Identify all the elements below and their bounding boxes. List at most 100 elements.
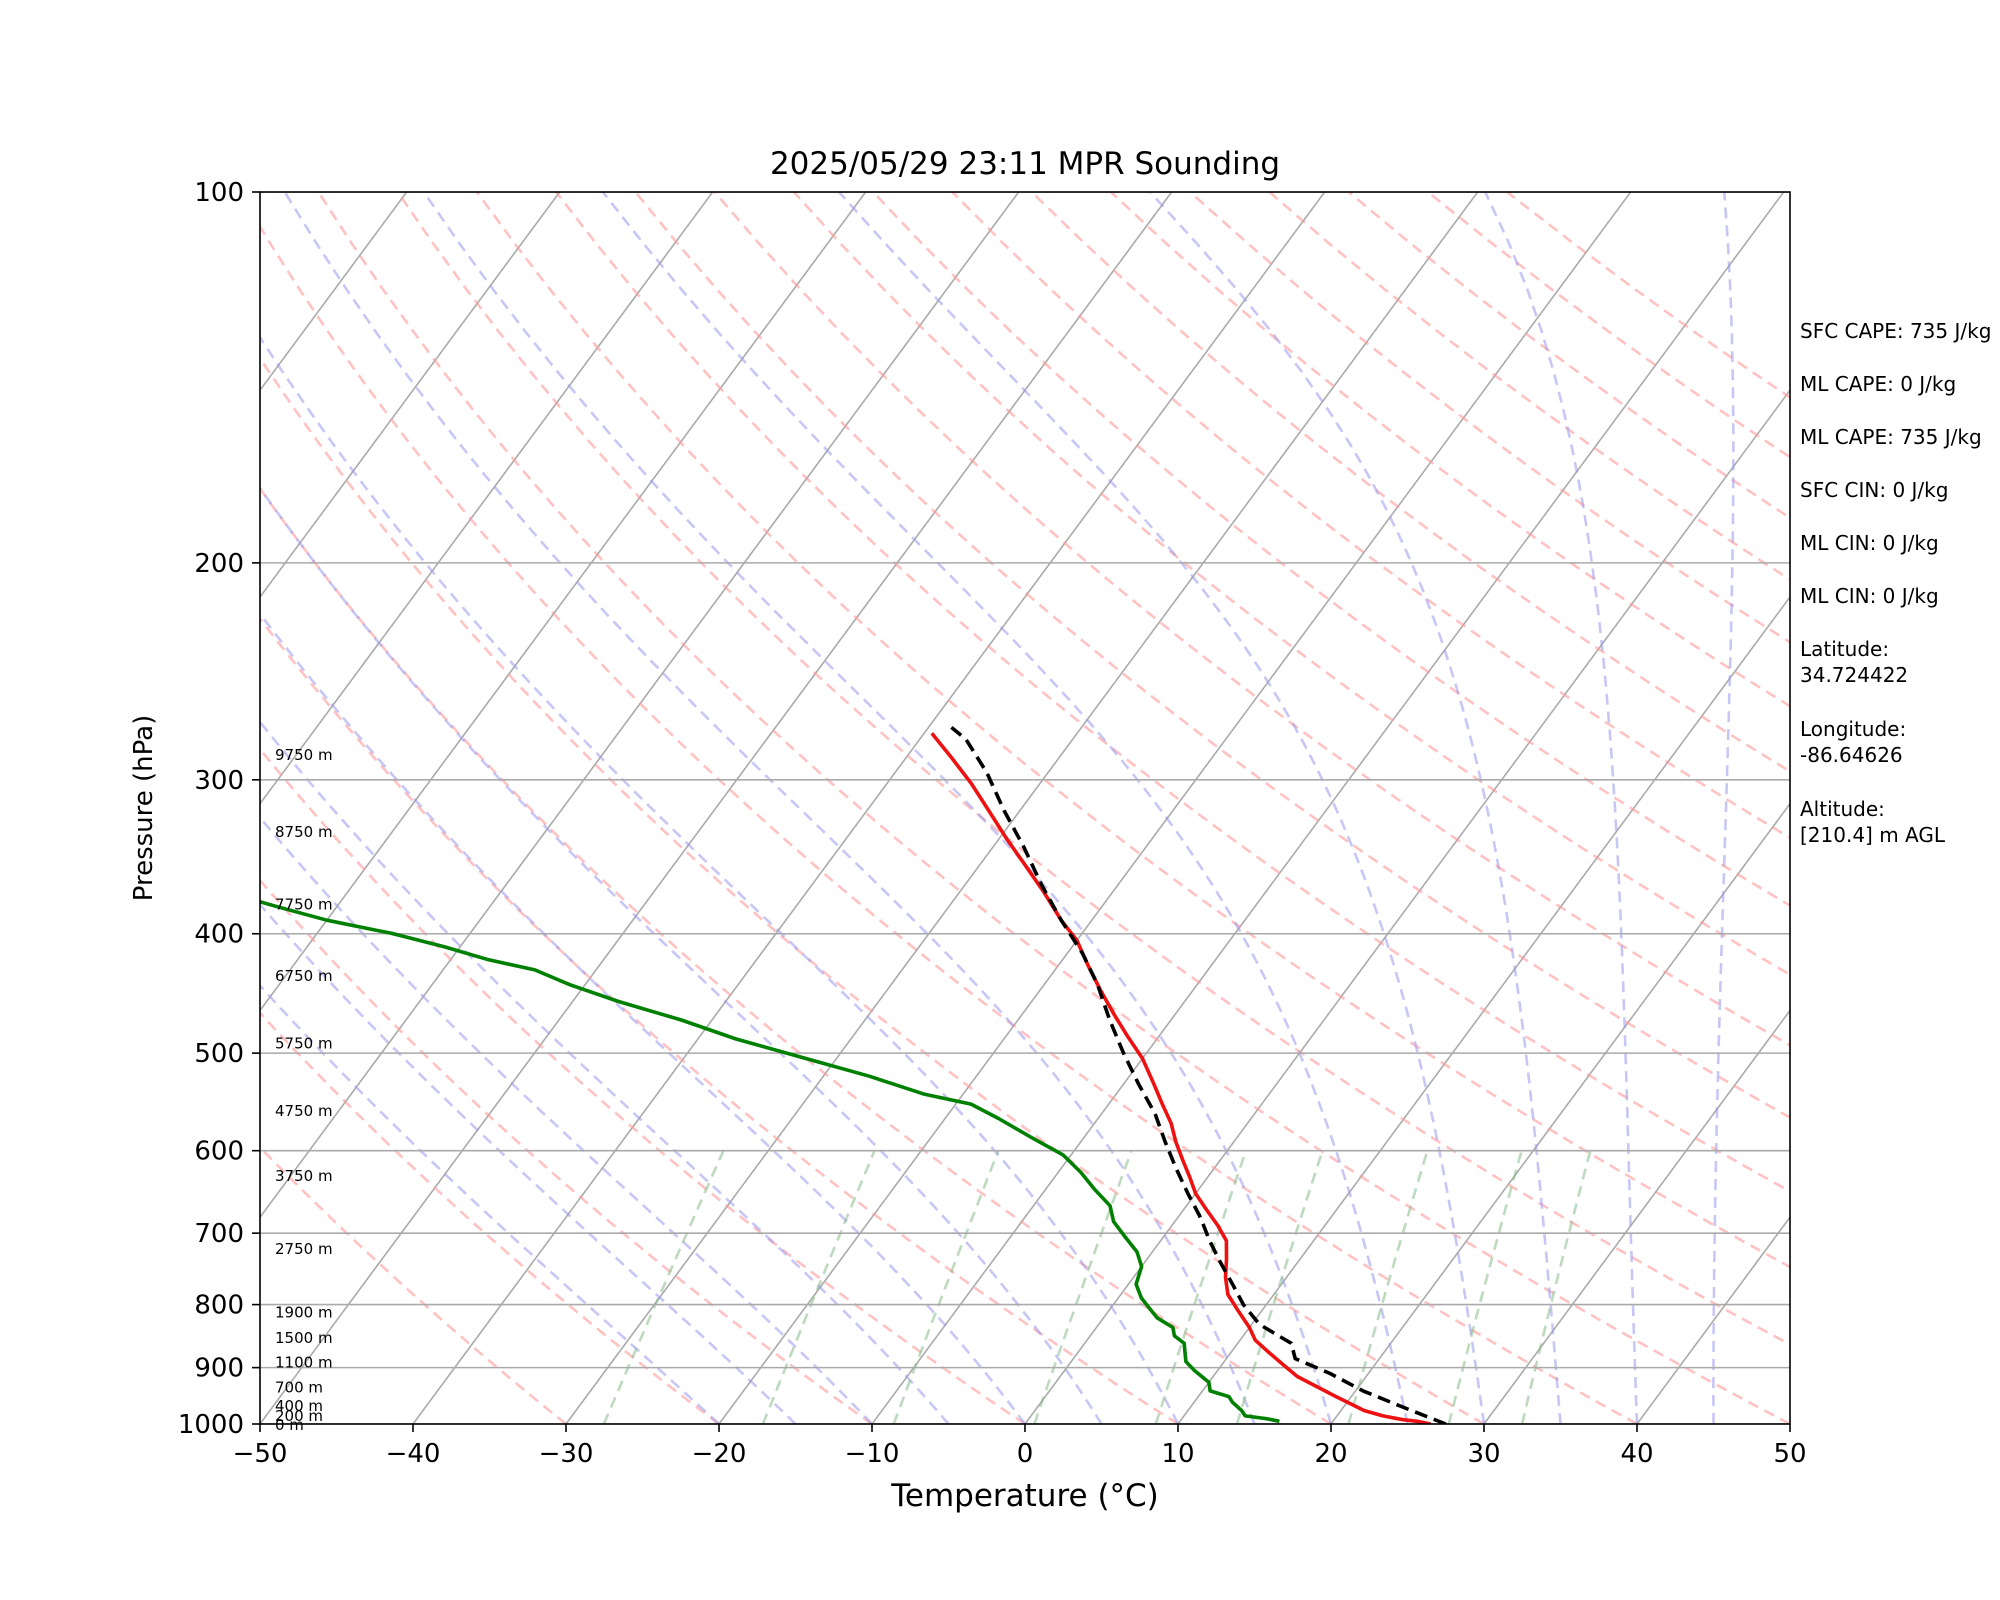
moist-adiabat-line [422, 192, 1333, 1424]
x-tick-label: 40 [1620, 1439, 1653, 1469]
dry-adiabat-line [260, 616, 1179, 1424]
height-label: 9750 m [275, 746, 333, 764]
dry-adiabat-line [872, 192, 1790, 908]
y-tick-label: 1000 [178, 1410, 244, 1440]
height-label: 2750 m [275, 1240, 333, 1258]
height-label: 5750 m [275, 1034, 333, 1052]
mixing-ratio-line [602, 1150, 725, 1424]
dry-adiabat-line [260, 355, 1485, 1424]
annotation-text: ML CIN: 0 J/kg [1800, 531, 1939, 555]
moist-adiabat-line [260, 983, 720, 1424]
annotation-text: ML CIN: 0 J/kg [1800, 584, 1939, 608]
height-label: 1100 m [275, 1354, 333, 1372]
isotherm-line [260, 192, 1173, 1424]
height-label: 1900 m [275, 1303, 333, 1321]
dry-adiabat-line [260, 1145, 567, 1424]
dry-adiabat-line [260, 1011, 720, 1424]
moist-adiabat-line [1484, 192, 1639, 1424]
y-tick-label: 300 [194, 766, 244, 796]
mixing-ratio-line [1154, 1150, 1248, 1424]
y-axis-label: Pressure (hPa) [129, 715, 159, 902]
isotherm-line [412, 192, 1326, 1424]
y-tick-label: 500 [194, 1039, 244, 1069]
height-label: 8750 m [275, 823, 333, 841]
y-axis-ticks: 100 200 300 400 500 600 700 800 900 1000 [178, 178, 260, 1440]
dry-adiabat-line [475, 192, 1790, 1269]
x-tick-label: 30 [1467, 1439, 1500, 1469]
isotherm-line [871, 192, 1785, 1424]
isotherm-line [718, 192, 1632, 1424]
y-tick-label: 600 [194, 1137, 244, 1167]
y-tick-label: 400 [194, 920, 244, 950]
isotherm-line [260, 192, 561, 599]
moist-adiabat-line [260, 902, 797, 1424]
annotation-text: SFC CIN: 0 J/kg [1800, 478, 1949, 502]
moist-adiabat-line [260, 719, 950, 1424]
dry-adiabat-line [951, 192, 1790, 840]
dry-adiabat-line [260, 224, 1638, 1424]
y-tick-label: 800 [194, 1291, 244, 1321]
height-label: 0 m [275, 1416, 304, 1434]
isotherm-line [1330, 802, 1790, 1424]
mixing-ratio-line [892, 1150, 1000, 1424]
x-tick-label: 10 [1161, 1439, 1194, 1469]
annotation-text: SFC CAPE: 735 J/kg [1800, 319, 1992, 343]
moist-adiabat-line [260, 335, 1180, 1424]
mixing-ratio-line [1347, 1150, 1429, 1424]
annotation-text: ML CAPE: 0 J/kg [1800, 372, 1957, 396]
moist-adiabat-line [1712, 192, 1735, 1424]
x-tick-label: −50 [233, 1439, 288, 1469]
annotation-text: Latitude: 34.724422 [1800, 637, 1909, 687]
sounding-profiles [260, 726, 1447, 1424]
y-tick-label: 900 [194, 1354, 244, 1384]
height-label: 400 m [275, 1397, 323, 1415]
annotation-text: ML CAPE: 735 J/kg [1800, 425, 1982, 449]
height-label: 700 m [275, 1378, 323, 1396]
moist-adiabat-line [601, 192, 1409, 1424]
height-label: 6750 m [275, 967, 333, 985]
y-tick-label: 200 [194, 549, 244, 579]
height-label: 4750 m [275, 1102, 333, 1120]
moist-adiabat-line [283, 192, 1256, 1424]
isotherm-line [0, 192, 101, 1424]
chart-title: 2025/05/29 23:11 MPR Sounding [770, 146, 1280, 182]
dry-adiabat-line [713, 192, 1790, 1047]
annotation-text: Altitude: [210.4] m AGL [1800, 797, 1946, 847]
x-tick-label: −40 [386, 1439, 441, 1469]
isotherm-line [1483, 1009, 1790, 1424]
x-axis-label: Temperature (°C) [890, 1478, 1159, 1514]
x-axis-ticks: −50 −40 −30 −20 −10 0 10 20 30 40 50 [233, 1424, 1807, 1469]
mixing-ratio-line [1520, 1150, 1592, 1424]
plot-frame [259, 191, 1791, 1425]
isotherm-line [260, 192, 867, 1012]
dry-adiabat-line [1030, 192, 1790, 773]
dewpoint-profile [260, 899, 1280, 1424]
annotation-text: Longitude: -86.64626 [1800, 717, 1907, 767]
dry-adiabat-line [260, 486, 1332, 1424]
isotherm-line [260, 192, 714, 806]
x-tick-label: 0 [1017, 1439, 1034, 1469]
mixing-ratio-line [1235, 1150, 1324, 1424]
height-label: 1500 m [275, 1329, 333, 1347]
isotherm-line [565, 192, 1479, 1424]
dry-adiabat-line [317, 192, 1790, 1424]
isotherm-line [1024, 388, 1790, 1424]
dry-adiabat-line [634, 192, 1790, 1119]
moist-adiabat-line [260, 485, 1103, 1424]
isotherm-line [1636, 1215, 1790, 1424]
y-tick-label: 700 [194, 1219, 244, 1249]
height-label: 200 m [275, 1407, 323, 1425]
x-tick-label: −30 [539, 1439, 594, 1469]
parcel-profile [950, 726, 1447, 1424]
moist-adiabat-line [838, 192, 1486, 1424]
mixing-ratio-line [761, 1150, 876, 1424]
isotherm-line [1177, 595, 1790, 1424]
x-tick-label: 50 [1773, 1439, 1806, 1469]
x-tick-label: −20 [692, 1439, 747, 1469]
height-label: 7750 m [275, 895, 333, 913]
dry-adiabat-line [1110, 192, 1790, 708]
dry-adiabat-line [260, 747, 1026, 1424]
x-tick-label: −10 [845, 1439, 900, 1469]
